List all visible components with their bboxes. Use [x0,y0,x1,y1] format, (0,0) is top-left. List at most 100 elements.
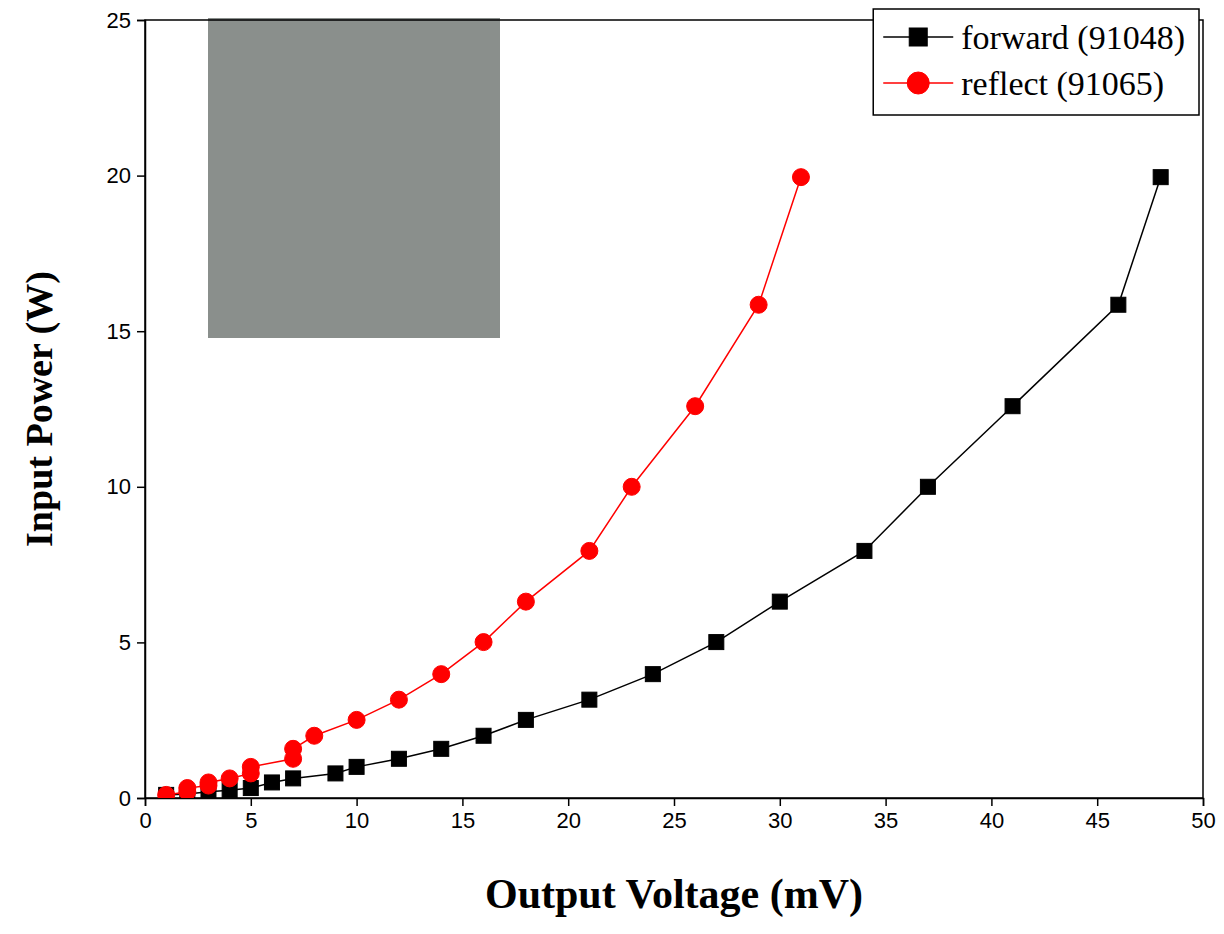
data-point [243,781,258,796]
x-tick-label: 35 [874,808,898,833]
x-tick-mark [1097,798,1099,806]
y-tick-mark [137,487,145,489]
y-tick-label: 10 [107,474,131,499]
x-tick-label: 30 [768,808,792,833]
data-point [476,728,491,743]
y-tick: 25 [107,8,145,33]
x-axis: 0 5 10 15 20 25 30 35 40 45 50 [139,798,1215,833]
data-point [750,296,767,313]
y-tick: 0 [119,786,145,811]
x-tick: 5 [245,798,257,833]
data-point [264,775,279,790]
y-tick-label: 25 [107,8,131,33]
x-tick-mark [780,798,782,806]
data-point [582,692,597,707]
data-point [306,727,323,744]
data-point [1111,297,1126,312]
data-point [433,666,450,683]
data-point [328,766,343,781]
series-line [166,177,1161,795]
y-tick-mark [137,20,145,22]
y-axis-title: Input Power (W) [18,271,61,547]
data-point [434,741,449,756]
x-tick-label: 45 [1085,808,1109,833]
legend-box [873,9,1199,115]
inset-photo [208,18,500,338]
data-point [517,593,534,610]
data-point [390,691,407,708]
data-point [158,786,175,798]
data-point [857,543,872,558]
y-tick-label: 15 [107,319,131,344]
x-tick-mark [674,798,676,806]
x-tick: 10 [345,798,369,833]
x-tick: 25 [662,798,686,833]
data-point [920,479,935,494]
data-point [179,780,196,797]
x-tick-mark [991,798,993,806]
data-point [1153,170,1168,185]
data-point [286,771,301,786]
plot-area [158,169,1169,798]
x-tick-label: 15 [451,808,475,833]
data-point [348,711,365,728]
y-tick-mark [137,642,145,644]
legend: forward (91048) reflect (91065) [873,9,1199,115]
chart: 0 5 10 15 20 25 30 35 40 45 50 0 5 10 15 20 25 Output Vol… [0,0,1224,934]
legend-label: reflect (91065) [961,65,1164,103]
x-tick: 40 [980,798,1004,833]
legend-marker [909,28,927,46]
x-tick: 15 [451,798,475,833]
x-tick: 35 [874,798,898,833]
plot-frame [145,20,1203,798]
x-tick-label: 40 [980,808,1004,833]
data-point [221,770,238,787]
data-point [581,542,598,559]
x-tick-mark [251,798,253,806]
y-tick: 15 [107,319,145,344]
series-line [166,177,801,795]
data-point [792,169,809,186]
x-tick: 30 [768,798,792,833]
x-axis-title: Output Voltage (mV) [485,871,863,918]
y-tick-label: 5 [119,630,131,655]
data-point [623,478,640,495]
y-tick-mark [137,331,145,333]
x-tick-mark [885,798,887,806]
legend-marker [907,72,929,94]
y-tick: 20 [107,163,145,188]
y-tick-mark [137,175,145,177]
x-tick-mark [1203,798,1205,806]
x-tick-mark [462,798,464,806]
x-tick-label: 20 [556,808,580,833]
data-point [200,774,217,791]
data-point [349,759,364,774]
data-point [475,634,492,651]
data-point [1005,399,1020,414]
data-point [687,398,704,415]
x-tick: 50 [1191,798,1215,833]
x-tick-mark [356,798,358,806]
data-point [159,787,174,798]
y-axis-line [137,21,146,799]
x-tick-label: 0 [139,808,151,833]
y-tick-mark [137,798,145,800]
x-tick-label: 50 [1191,808,1215,833]
x-tick-label: 5 [245,808,257,833]
y-tick: 10 [107,474,145,499]
data-point [518,712,533,727]
y-tick: 5 [119,630,145,655]
x-tick: 0 [139,798,151,833]
x-tick: 20 [556,798,580,833]
y-axis: 0 5 10 15 20 25 [107,8,146,811]
data-point [772,594,787,609]
x-axis-line [146,799,1204,807]
x-tick-label: 25 [662,808,686,833]
x-tick-label: 10 [345,808,369,833]
data-point [709,635,724,650]
legend-label: forward (91048) [961,19,1185,57]
data-point [285,740,302,757]
y-tick-label: 20 [107,163,131,188]
data-point [645,667,660,682]
data-point [391,751,406,766]
